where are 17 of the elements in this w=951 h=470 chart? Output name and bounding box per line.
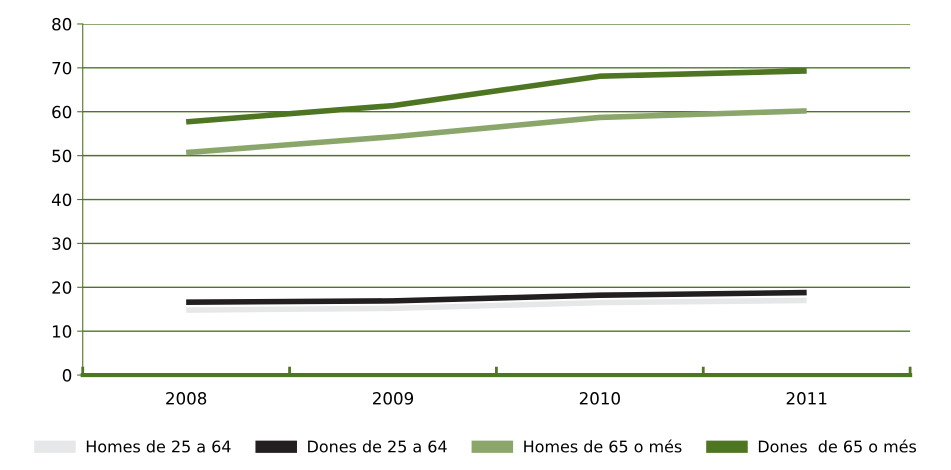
y-tick-label: 10: [52, 325, 72, 338]
y-tick-label: 50: [52, 150, 72, 162]
legend-label: Homes de 65 o més: [524, 440, 682, 453]
x-tick-label: 2008: [166, 392, 206, 405]
y-tick-label: 70: [52, 62, 72, 74]
x-tick-label: 2010: [580, 392, 620, 405]
y-tick-label: 20: [52, 281, 72, 294]
legend-label: Homes de 25 a 64: [86, 440, 231, 453]
y-tick-label: 60: [52, 106, 72, 118]
y-tick-label: 30: [52, 237, 72, 250]
y-tick-label: 80: [52, 18, 72, 31]
legend-label: Dones de 25 a 64: [308, 440, 447, 453]
legend-label: Dones de 65 o més: [758, 440, 916, 453]
x-tick-label: 2009: [373, 392, 414, 405]
x-tick-label: 2011: [786, 392, 826, 405]
y-tick-label: 0: [62, 369, 72, 382]
y-tick-label: 40: [52, 193, 72, 206]
